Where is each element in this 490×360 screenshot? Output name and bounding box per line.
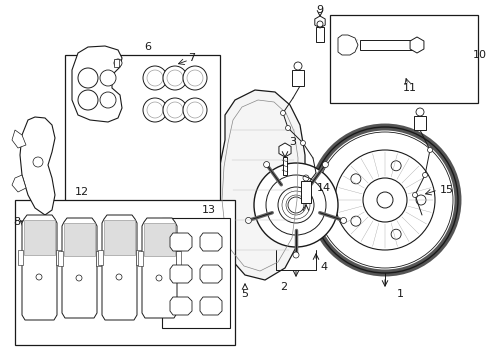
- Polygon shape: [279, 143, 291, 157]
- Text: 6: 6: [145, 42, 151, 52]
- Polygon shape: [22, 215, 57, 320]
- Circle shape: [427, 148, 433, 153]
- Circle shape: [293, 252, 299, 258]
- Bar: [316, 27, 324, 42]
- Polygon shape: [20, 117, 55, 215]
- Polygon shape: [12, 175, 26, 192]
- Circle shape: [183, 98, 207, 122]
- Circle shape: [286, 126, 291, 131]
- Circle shape: [116, 274, 122, 280]
- Polygon shape: [142, 218, 177, 318]
- Circle shape: [264, 162, 270, 167]
- Circle shape: [416, 108, 424, 116]
- Bar: [144, 223, 175, 256]
- Bar: [283, 157, 287, 175]
- Text: 5: 5: [242, 289, 248, 299]
- Polygon shape: [218, 90, 305, 280]
- Polygon shape: [12, 130, 26, 148]
- Circle shape: [36, 274, 42, 280]
- Text: 12: 12: [75, 187, 89, 197]
- Text: 11: 11: [403, 83, 417, 93]
- Bar: [330, 15, 478, 103]
- Text: 2: 2: [280, 282, 288, 292]
- Text: 9: 9: [317, 5, 323, 15]
- Bar: [114, 59, 119, 67]
- Circle shape: [76, 275, 82, 281]
- Circle shape: [100, 92, 116, 108]
- Bar: [136, 250, 141, 265]
- Polygon shape: [338, 35, 358, 55]
- Circle shape: [254, 163, 338, 247]
- Text: 7: 7: [189, 53, 196, 63]
- Circle shape: [322, 162, 328, 167]
- Circle shape: [114, 59, 122, 67]
- Text: 3: 3: [290, 137, 296, 147]
- Circle shape: [156, 275, 162, 281]
- Bar: [96, 251, 101, 266]
- Text: 13: 13: [202, 205, 216, 215]
- Bar: [292, 70, 304, 86]
- Bar: [301, 181, 311, 203]
- Circle shape: [163, 98, 187, 122]
- Bar: [138, 251, 143, 266]
- Bar: [176, 251, 181, 266]
- Bar: [56, 250, 61, 265]
- Circle shape: [422, 172, 427, 177]
- Circle shape: [300, 140, 305, 145]
- Bar: [414, 116, 426, 130]
- Polygon shape: [102, 215, 137, 320]
- Text: 15: 15: [440, 185, 454, 195]
- Circle shape: [341, 217, 346, 224]
- Polygon shape: [170, 233, 192, 251]
- Text: 14: 14: [317, 183, 331, 193]
- Circle shape: [317, 21, 323, 27]
- Bar: [360, 40, 420, 50]
- Circle shape: [245, 217, 251, 224]
- Text: 8: 8: [13, 217, 21, 227]
- Text: 10: 10: [473, 50, 487, 60]
- Polygon shape: [170, 297, 192, 315]
- Circle shape: [413, 193, 417, 198]
- Circle shape: [183, 66, 207, 90]
- Bar: [98, 250, 103, 265]
- Bar: [104, 220, 135, 255]
- Circle shape: [78, 68, 98, 88]
- Bar: [58, 251, 63, 266]
- Circle shape: [163, 66, 187, 90]
- Bar: [162, 218, 230, 328]
- Bar: [65, 55, 220, 205]
- Bar: [18, 250, 23, 265]
- Circle shape: [78, 90, 98, 110]
- Circle shape: [143, 66, 167, 90]
- Bar: [24, 220, 55, 255]
- Polygon shape: [315, 16, 325, 28]
- Circle shape: [143, 98, 167, 122]
- Polygon shape: [410, 37, 424, 53]
- Text: 4: 4: [320, 262, 327, 272]
- Polygon shape: [62, 218, 97, 318]
- Bar: [15, 200, 235, 345]
- Circle shape: [294, 62, 302, 70]
- Circle shape: [100, 70, 116, 86]
- Polygon shape: [200, 297, 222, 315]
- Polygon shape: [200, 265, 222, 283]
- Bar: [64, 223, 95, 256]
- Circle shape: [280, 111, 286, 116]
- Polygon shape: [72, 46, 122, 122]
- Polygon shape: [200, 233, 222, 251]
- Text: 1: 1: [396, 289, 403, 299]
- Polygon shape: [170, 265, 192, 283]
